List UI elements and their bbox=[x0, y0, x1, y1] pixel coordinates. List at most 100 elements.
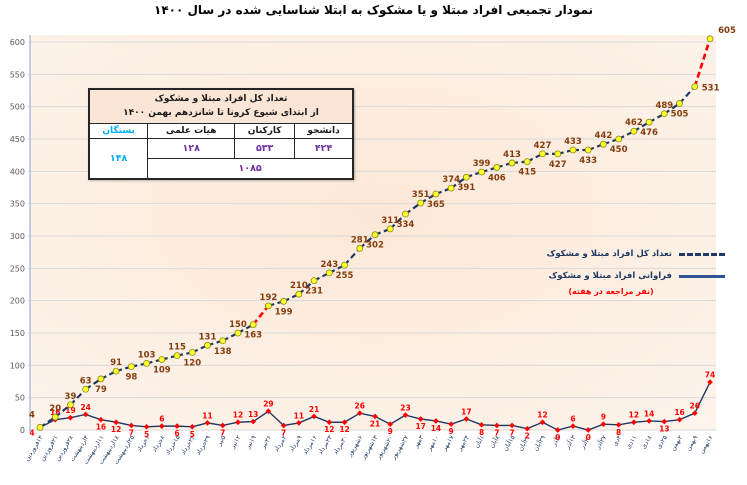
weekly-point-marker bbox=[417, 416, 424, 422]
weekly-point-marker bbox=[646, 418, 652, 424]
weekly-point-label: 23 bbox=[400, 404, 410, 413]
weekly-point-marker bbox=[128, 422, 135, 429]
x-axis-label: ۲۹خرداد bbox=[195, 434, 213, 456]
data-point-label: 231 bbox=[305, 287, 323, 297]
weekly-point-label: 7 bbox=[509, 428, 514, 437]
data-point-marker bbox=[219, 337, 227, 345]
data-point-label: 427 bbox=[549, 160, 567, 170]
weekly-point-marker bbox=[463, 416, 470, 422]
data-point-label: 334 bbox=[397, 220, 415, 230]
weekly-point-label: 29 bbox=[263, 400, 273, 409]
data-point-label: 374 bbox=[442, 175, 460, 185]
summary-table-subtitle: از ابتدای شیوع کرونا تا شانزدهم بهمن ۱۴۰… bbox=[123, 108, 319, 119]
data-point-label: 415 bbox=[518, 168, 536, 178]
x-axis-label: ۸خرداد bbox=[151, 434, 167, 454]
weekly-point-marker bbox=[585, 427, 592, 433]
weekly-point-marker bbox=[524, 425, 531, 432]
x-axis-label: ۱۱دی bbox=[625, 434, 639, 450]
data-point-label: 150 bbox=[229, 320, 247, 330]
table-row: دانشجو کارکنان هیات علمی بستگان bbox=[88, 122, 354, 139]
weekly-point-label: 12 bbox=[324, 425, 334, 434]
data-point-label: 120 bbox=[183, 358, 201, 368]
weekly-point-marker bbox=[661, 418, 668, 425]
data-point-marker bbox=[371, 231, 379, 239]
weekly-point-marker bbox=[539, 419, 546, 426]
weekly-point-marker bbox=[448, 421, 454, 428]
x-axis-label: ۲۵دی bbox=[655, 434, 669, 451]
data-point-label: 243 bbox=[320, 260, 338, 270]
data-point-marker bbox=[630, 127, 638, 135]
weekly-point-label: 17 bbox=[461, 408, 471, 417]
data-point-label: 311 bbox=[381, 216, 399, 226]
weekly-point-label: 2 bbox=[525, 432, 530, 441]
weekly-point-marker bbox=[265, 408, 272, 415]
weekly-point-label: 11 bbox=[202, 411, 212, 420]
summary-table-title: تعداد کل افراد مبتلا و مشکوک bbox=[154, 94, 288, 104]
y-tick-label: 400 bbox=[10, 167, 25, 176]
cumulative-segment bbox=[359, 233, 376, 250]
weekly-point-marker bbox=[143, 423, 150, 430]
weekly-point-label: 74 bbox=[705, 371, 715, 380]
x-axis-label: ۱۰مهر bbox=[425, 434, 440, 453]
weekly-point-marker bbox=[691, 410, 698, 417]
col-header-staff: کارکنان bbox=[234, 122, 296, 139]
weekly-point-label: 6 bbox=[159, 415, 164, 424]
data-point-label: 79 bbox=[95, 385, 107, 395]
data-point-marker bbox=[706, 35, 714, 43]
cumulative-segment bbox=[693, 38, 712, 88]
weekly-point-label: 21 bbox=[309, 405, 319, 414]
data-point-label: 109 bbox=[153, 366, 171, 376]
data-point-label: 433 bbox=[579, 156, 597, 166]
y-tick-label: 50 bbox=[15, 394, 25, 403]
data-point-marker bbox=[188, 348, 196, 356]
weekly-point-label: 19 bbox=[65, 406, 75, 415]
data-point-marker bbox=[508, 159, 516, 167]
data-point-marker bbox=[645, 118, 653, 126]
value-total: ۱۰۸۵ bbox=[147, 157, 354, 180]
x-axis-label: ۲۷آذر bbox=[592, 433, 608, 451]
x-axis-label: ۲۹آبان bbox=[531, 433, 548, 453]
weekly-point-marker bbox=[280, 422, 287, 429]
data-point-marker bbox=[584, 146, 592, 154]
weekly-point-label: 5 bbox=[190, 430, 195, 439]
legend-total-label: تعداد کل افراد مبتلا و مشکوک bbox=[546, 249, 672, 259]
x-axis-label: ۲بهمن bbox=[670, 434, 685, 452]
data-point-label: 427 bbox=[534, 141, 552, 151]
x-axis-label: ۱۸دی bbox=[640, 434, 654, 451]
x-axis-label: ۱۲تیر bbox=[229, 434, 243, 451]
data-point-label: 39 bbox=[65, 392, 77, 402]
data-point-label: 406 bbox=[488, 173, 506, 183]
col-header-faculty: هیات علمی bbox=[147, 122, 236, 139]
data-point-marker bbox=[310, 277, 318, 285]
y-tick-label: 350 bbox=[10, 200, 25, 209]
data-point-marker bbox=[325, 269, 333, 277]
weekly-point-marker bbox=[189, 423, 196, 430]
weekly-point-label: 4 bbox=[29, 428, 34, 437]
data-point-marker bbox=[447, 184, 455, 192]
data-point-label: 199 bbox=[275, 307, 293, 317]
weekly-point-label: 0 bbox=[555, 433, 560, 442]
col-header-student: دانشجو bbox=[294, 122, 354, 139]
data-point-label: 192 bbox=[260, 293, 278, 303]
weekly-point-marker bbox=[250, 418, 257, 425]
weekly-point-label: 16 bbox=[50, 408, 60, 417]
cumulative-segment bbox=[69, 388, 87, 406]
data-point-marker bbox=[660, 110, 668, 118]
data-point-label: 210 bbox=[290, 281, 308, 291]
y-tick-label: 600 bbox=[10, 38, 25, 47]
x-axis-label: ۱۹تیر bbox=[244, 434, 258, 451]
data-point-marker bbox=[341, 261, 348, 269]
value-staff: ۵۳۳ bbox=[234, 137, 296, 159]
data-point-label: 163 bbox=[244, 331, 262, 341]
data-point-marker bbox=[112, 367, 120, 375]
legend: تعداد کل افراد مبتلا و مشکوک فراوانی افر… bbox=[543, 249, 725, 296]
data-point-label: 605 bbox=[718, 26, 736, 36]
value-faculty: ۱۲۸ bbox=[147, 137, 236, 159]
dashed-line-icon bbox=[679, 252, 725, 256]
weekly-point-marker bbox=[600, 421, 607, 428]
weekly-point-label: 12 bbox=[339, 425, 349, 434]
weekly-point-label: 6 bbox=[174, 429, 179, 438]
data-point-marker bbox=[691, 83, 699, 91]
y-tick-label: 0 bbox=[20, 426, 25, 435]
